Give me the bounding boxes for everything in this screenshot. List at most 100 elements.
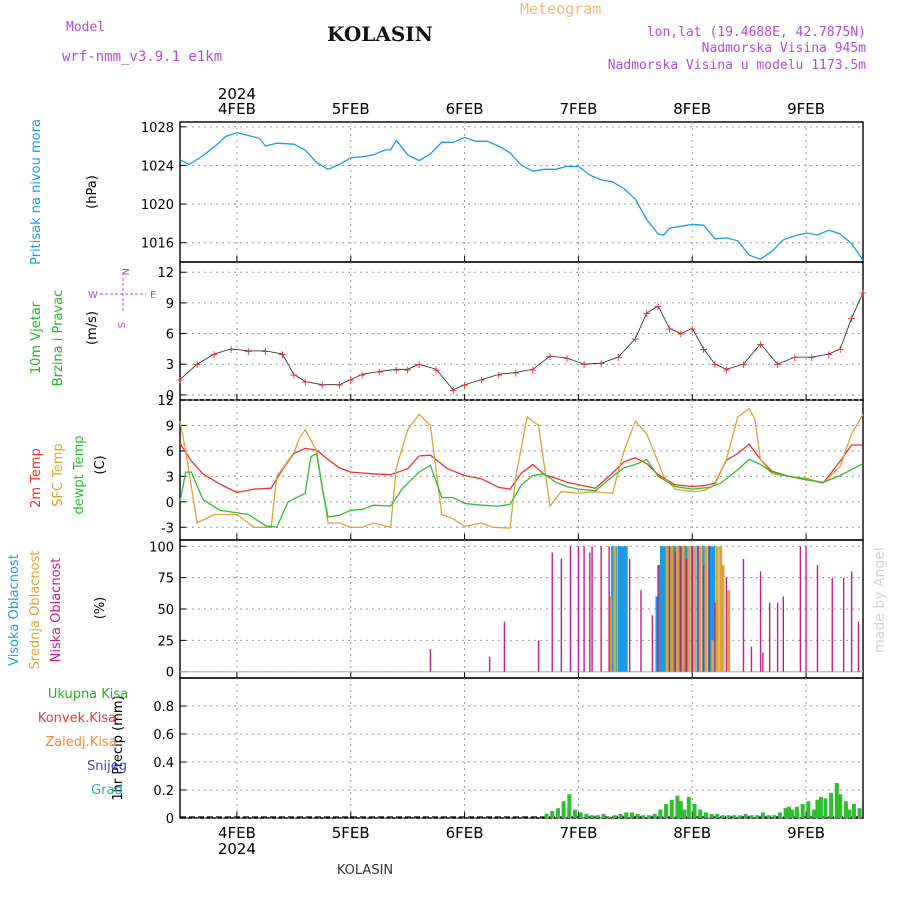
precip-legend-2: Zaledj.Kisa	[45, 735, 116, 750]
cloud-bar-2	[429, 649, 432, 672]
clouds-ytick-label: 25	[157, 634, 174, 649]
footer-station: KOLASIN	[337, 863, 393, 878]
precip-bar	[607, 816, 612, 818]
wind-speed-point: +	[710, 358, 719, 371]
temperature-ytick-label: 6	[166, 445, 174, 460]
precip-ytick-label: 0	[166, 812, 174, 827]
cloud-bar-0	[624, 546, 628, 672]
precip-bar	[777, 812, 782, 818]
clouds-ytick-label: 50	[157, 603, 174, 618]
wind-speed-point: +	[545, 350, 554, 363]
precip-bar	[851, 804, 856, 818]
wind-speed-point: +	[676, 328, 685, 341]
wind-ytick-label: 6	[166, 328, 174, 343]
temperature-series-line-2	[179, 452, 864, 529]
precip-ytick-label: 0.2	[153, 784, 174, 799]
cloud-bar-1	[687, 546, 691, 672]
precip-bar	[669, 799, 674, 818]
cloud-bar-2	[600, 546, 602, 672]
wind-speed-point: +	[642, 307, 651, 320]
cloud-bar-2	[674, 552, 676, 672]
wind-speed-point: +	[836, 343, 845, 356]
cloud-bar-0	[655, 596, 659, 672]
precip-bar	[749, 815, 754, 818]
cloud-bar-2	[725, 577, 728, 672]
precip-bar	[726, 815, 731, 818]
temperature-ytick-label: 9	[166, 419, 174, 434]
cloud-bar-1	[719, 546, 723, 672]
cloud-bar-2	[537, 640, 540, 672]
precip-bar	[720, 815, 725, 818]
temperature-series-line-0	[179, 442, 863, 494]
wind-ytick-label: 3	[166, 358, 174, 373]
compass-east: E	[150, 290, 156, 301]
cloud-bar-2	[503, 621, 506, 672]
precip-bar	[800, 804, 805, 818]
precip-bar	[838, 794, 843, 818]
wind-speed-point: +	[722, 363, 731, 376]
precip-bar	[755, 815, 760, 818]
wind-speed-point: +	[403, 363, 412, 376]
cloud-bar-2	[591, 546, 593, 672]
precip-bar	[590, 815, 595, 818]
top-date-label: 7FEB	[559, 100, 597, 118]
precip-bar	[578, 812, 583, 818]
cloud-bar-1	[675, 546, 679, 672]
pressure-ytick-label: 1016	[141, 237, 174, 252]
precip-bar	[555, 808, 560, 818]
precip-bar	[692, 804, 697, 818]
precip-bar	[601, 813, 606, 818]
wind-speed-point: +	[858, 287, 867, 300]
precip-bar	[790, 809, 795, 818]
precip-bar	[715, 813, 720, 818]
pressure-ytick-label: 1020	[141, 198, 174, 213]
precip-bar	[675, 795, 680, 818]
precip-bar	[787, 806, 792, 818]
cloud-bar-0	[710, 546, 714, 672]
wind-ylabel-2: Brzina i Pravac	[51, 290, 66, 387]
cloud-bar-2	[628, 558, 631, 672]
wind-speed-point: +	[773, 358, 782, 371]
bottom-date-label: 8FEB	[673, 824, 711, 842]
bottom-year-label: 2024	[218, 840, 256, 858]
cloud-bar-1	[613, 546, 617, 672]
precip-legend-4: Grad	[91, 783, 123, 798]
cloud-bar-2	[768, 602, 771, 672]
compass-west: W	[88, 290, 98, 301]
bottom-date-label: 5FEB	[332, 824, 370, 842]
cloud-bar-2	[776, 602, 779, 672]
cloud-bar-2	[782, 596, 785, 672]
cloud-bar-2	[842, 577, 845, 672]
wind-speed-point: +	[562, 352, 571, 365]
wind-speed-point: +	[335, 379, 344, 392]
top-date-label: 6FEB	[446, 100, 484, 118]
precip-bar	[652, 813, 657, 818]
wind-speed-point: +	[790, 351, 799, 364]
wind-speed-point: +	[358, 368, 367, 381]
wind-speed-point: +	[175, 374, 184, 387]
pressure-ytick-label: 1028	[141, 121, 174, 136]
cloud-bar-2	[762, 652, 764, 672]
temperature-ytick-label: 3	[166, 470, 174, 485]
cloud-bar-1	[727, 590, 731, 672]
precip-bar	[686, 797, 691, 818]
precip-bar	[664, 804, 669, 818]
lonlat-label: lon,lat (19.4688E, 42.7875N)	[646, 25, 866, 40]
cloud-bar-2	[651, 615, 654, 672]
wind-speed-point: +	[511, 366, 520, 379]
precip-bar	[658, 809, 663, 818]
precip-bar	[561, 801, 566, 818]
wind-speed-point: +	[739, 358, 748, 371]
bottom-date-label: 7FEB	[559, 824, 597, 842]
cloud-bar-2	[691, 546, 693, 672]
panel-pressure: 1016 1020 1024 1028	[141, 121, 864, 263]
precip-bar	[812, 809, 817, 818]
wind-speed-point: +	[579, 358, 588, 371]
cloud-bar-2	[577, 546, 580, 672]
wind-speed-line	[179, 292, 864, 391]
top-year-label: 2024	[218, 85, 256, 103]
wind-speed-point: +	[318, 379, 327, 392]
wind-speed-point: +	[614, 351, 623, 364]
bottom-date-label: 9FEB	[787, 824, 825, 842]
